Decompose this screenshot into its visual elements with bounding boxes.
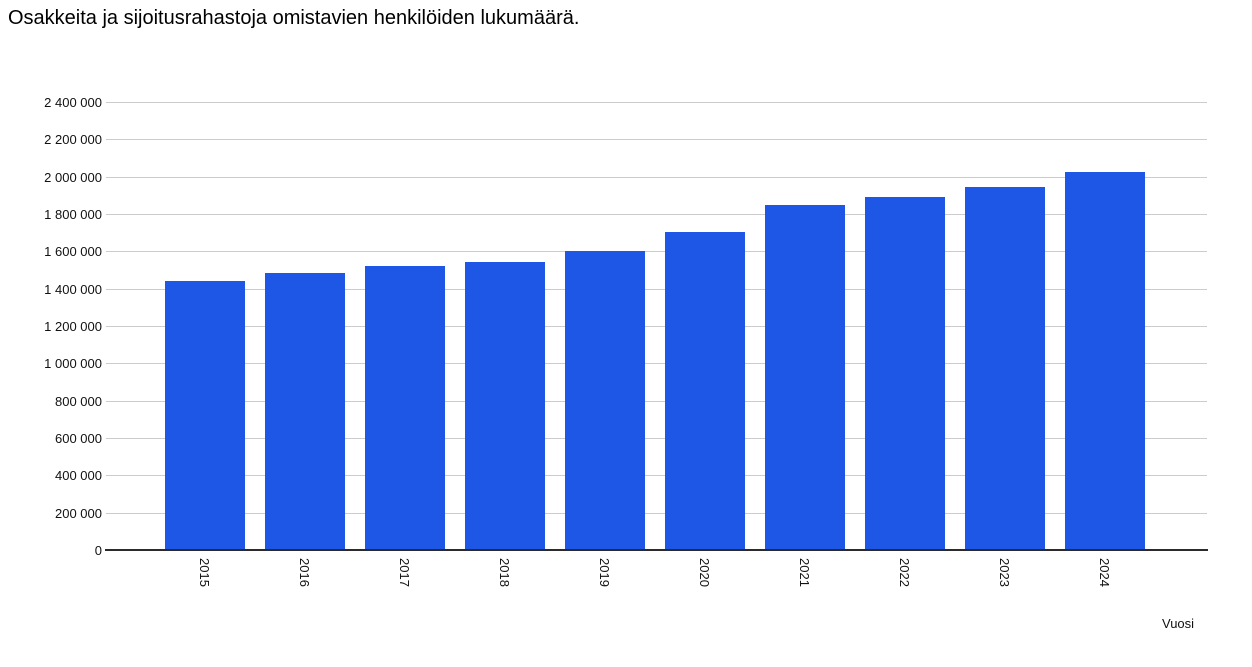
x-axis-title: Vuosi [1162,616,1195,631]
gridline [106,177,1207,178]
gridline [106,513,1207,514]
bar-2018 [465,262,545,550]
x-axis-tick-label: 2020 [697,558,712,587]
x-axis-tick-label: 2017 [397,558,412,587]
bar-2015 [165,281,245,550]
y-axis-tick-label: 1 000 000 [44,356,102,371]
gridline [106,401,1207,402]
y-axis-tick-label: 1 400 000 [44,282,102,297]
y-axis-tick-label: 600 000 [55,431,102,446]
bar-2021 [765,205,845,550]
gridline [106,102,1207,103]
bar-2022 [865,197,945,550]
x-axis-tick-label: 2016 [297,558,312,587]
gridline [106,289,1207,290]
x-axis-tick-label: 2019 [597,558,612,587]
gridline [106,438,1207,439]
bar-2017 [365,266,445,550]
x-axis-tick-label: 2024 [1097,558,1112,587]
gridline [106,251,1207,252]
bar-2023 [965,187,1045,550]
x-axis-tick-label: 2022 [897,558,912,587]
x-axis-tick-label: 2021 [797,558,812,587]
gridline [106,475,1207,476]
y-axis-tick-label: 2 200 000 [44,132,102,147]
x-axis-tick-label: 2015 [197,558,212,587]
y-axis-tick-label: 1 200 000 [44,319,102,334]
y-axis-tick-label: 400 000 [55,468,102,483]
x-axis-tick-label: 2018 [497,558,512,587]
y-axis-tick-label: 800 000 [55,394,102,409]
bar-2024 [1065,172,1145,550]
y-axis-tick-label: 1 800 000 [44,207,102,222]
y-axis-tick-label: 0 [94,543,102,558]
y-axis-tick-label: 2 400 000 [44,95,102,110]
y-axis-tick-label: 2 000 000 [44,170,102,185]
gridline [106,139,1207,140]
x-axis-line [105,549,1208,551]
x-axis-tick-label: 2023 [997,558,1012,587]
gridline [106,363,1207,364]
chart-title: Osakkeita ja sijoitusrahastoja omistavie… [8,7,580,29]
bar-2019 [565,251,645,550]
bar-2020 [665,232,745,550]
gridline [106,326,1207,327]
gridline [106,214,1207,215]
y-axis-tick-label: 200 000 [55,506,102,521]
bar-2016 [265,273,345,550]
y-axis-tick-label: 1 600 000 [44,244,102,259]
